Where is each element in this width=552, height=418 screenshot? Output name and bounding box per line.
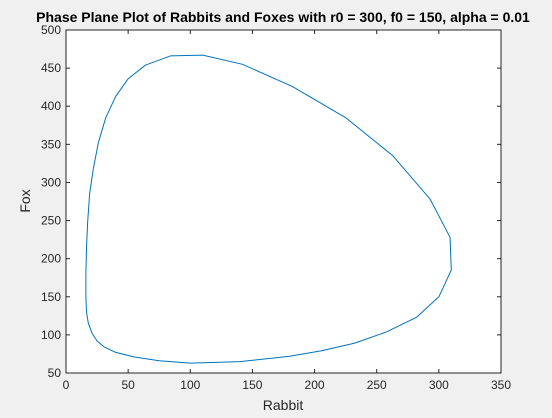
y-tick-label: 50	[48, 366, 62, 380]
x-tick-label: 350	[491, 378, 511, 392]
y-tick-label: 250	[41, 214, 61, 228]
y-tick-label: 300	[41, 175, 61, 189]
y-tick-label: 500	[41, 23, 61, 37]
x-tick-label: 0	[63, 378, 70, 392]
x-tick-label: 150	[242, 378, 262, 392]
axes-box	[65, 29, 502, 374]
chart-title: Phase Plane Plot of Rabbits and Foxes wi…	[36, 9, 530, 25]
y-axis-label: Fox	[17, 189, 33, 212]
y-tick-label: 100	[41, 328, 61, 342]
x-tick-label: 300	[429, 378, 449, 392]
y-tick-label: 350	[41, 137, 61, 151]
x-tick-label: 200	[305, 378, 325, 392]
y-tick-label: 400	[41, 99, 61, 113]
series-line-0	[85, 54, 452, 364]
y-tick-label: 200	[41, 252, 61, 266]
x-axis-label: Rabbit	[263, 397, 304, 413]
axes-layer	[65, 29, 502, 374]
y-tick-label: 450	[41, 61, 61, 75]
x-tick-label: 250	[367, 378, 387, 392]
ticks-layer: 0 50 100 150 200 250 300 3505010015020025030035…	[41, 23, 511, 392]
series-layer	[85, 54, 452, 364]
plot-area	[66, 30, 501, 373]
x-tick-label: 50	[121, 378, 135, 392]
y-tick-label: 150	[41, 290, 61, 304]
x-tick-label: 100	[180, 378, 200, 392]
